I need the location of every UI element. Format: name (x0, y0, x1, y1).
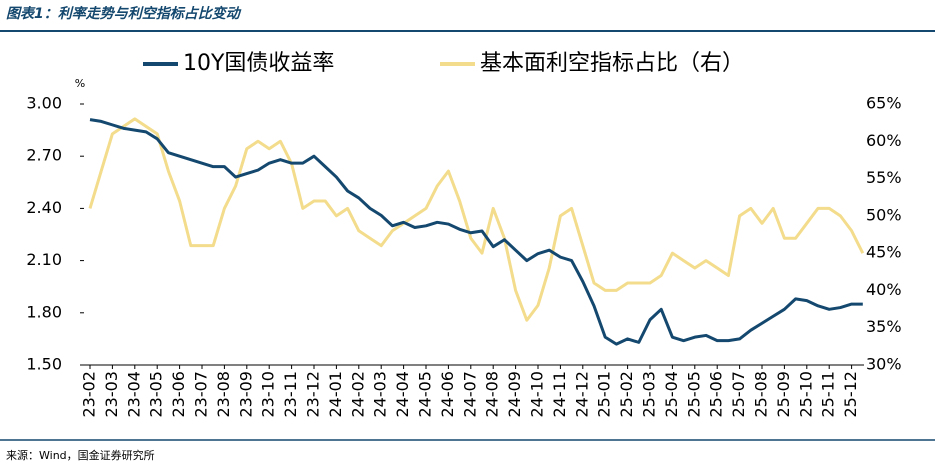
chart-title: 图表1：利率走势与利空指标占比变动 (6, 5, 242, 22)
x-tick-label: 23-08 (214, 371, 233, 418)
series-line (89, 118, 863, 346)
x-tick-label: 24-05 (416, 371, 435, 418)
x-tick-label: 23-03 (102, 371, 121, 418)
y-tick-label: 2.70 (26, 146, 62, 165)
y-tick-label: 1.50 (26, 355, 62, 374)
x-tick-label: 25-08 (752, 371, 771, 418)
x-tick-label: 24-08 (483, 371, 502, 418)
x-tick-label: 24-07 (460, 371, 479, 418)
x-tick-label: 23-06 (169, 371, 188, 418)
x-tick-label: 24-04 (393, 371, 412, 418)
series-line (88, 117, 865, 322)
y2-tick-label: 60% (866, 131, 902, 150)
x-tick-label: 25-09 (774, 371, 793, 418)
x-tick-label: 23-04 (124, 371, 143, 418)
y-tick-label: 3.00 (26, 94, 62, 113)
y2-tick-label: 45% (866, 243, 902, 262)
x-tick-label: 25-01 (595, 371, 614, 418)
x-tick-label: 23-05 (147, 371, 166, 418)
x-tick-label: 23-07 (192, 371, 211, 418)
x-tick-label: 25-03 (640, 371, 659, 418)
x-tick-label: 25-12 (841, 371, 860, 418)
x-tick-label: 23-11 (281, 371, 300, 418)
x-tick-label: 23-12 (304, 371, 323, 418)
x-tick-label: 25-04 (662, 371, 681, 418)
x-tick-label: 24-06 (438, 371, 457, 418)
y2-tick-label: 35% (866, 317, 902, 336)
x-tick-label: 25-11 (819, 371, 838, 418)
x-tick-label: 23-02 (80, 371, 99, 418)
y-tick-label: 1.80 (26, 302, 62, 321)
x-tick-label: 25-07 (729, 371, 748, 418)
x-tick-label: 25-05 (684, 371, 703, 418)
x-tick-label: 24-11 (550, 371, 569, 418)
x-tick-label: 23-10 (259, 371, 278, 418)
y2-tick-label: 55% (866, 168, 902, 187)
source: 来源：Wind，国金证券研究所 (6, 448, 155, 462)
y-tick-label: 2.40 (26, 198, 62, 217)
x-tick-label: 24-02 (348, 371, 367, 418)
x-tick-label: 24-01 (326, 371, 345, 418)
legend-label: 10Y国债收益率 (183, 51, 334, 76)
y2-tick-label: 40% (866, 280, 902, 299)
x-tick-label: 24-12 (572, 371, 591, 418)
x-tick-label: 23-09 (236, 371, 255, 418)
y-unit: % (75, 77, 85, 90)
legend-label: 基本面利空指标占比（右） (480, 51, 744, 76)
x-tick-label: 24-03 (371, 371, 390, 418)
y2-tick-label: 65% (866, 94, 902, 113)
x-tick-label: 24-09 (505, 371, 524, 418)
x-tick-label: 25-06 (707, 371, 726, 418)
x-tick-label: 25-10 (796, 371, 815, 418)
x-tick-label: 24-10 (528, 371, 547, 418)
y2-tick-label: 30% (866, 355, 902, 374)
y2-tick-label: 50% (866, 205, 902, 224)
x-tick-label: 25-02 (617, 371, 636, 418)
y-tick-label: 2.10 (26, 250, 62, 269)
